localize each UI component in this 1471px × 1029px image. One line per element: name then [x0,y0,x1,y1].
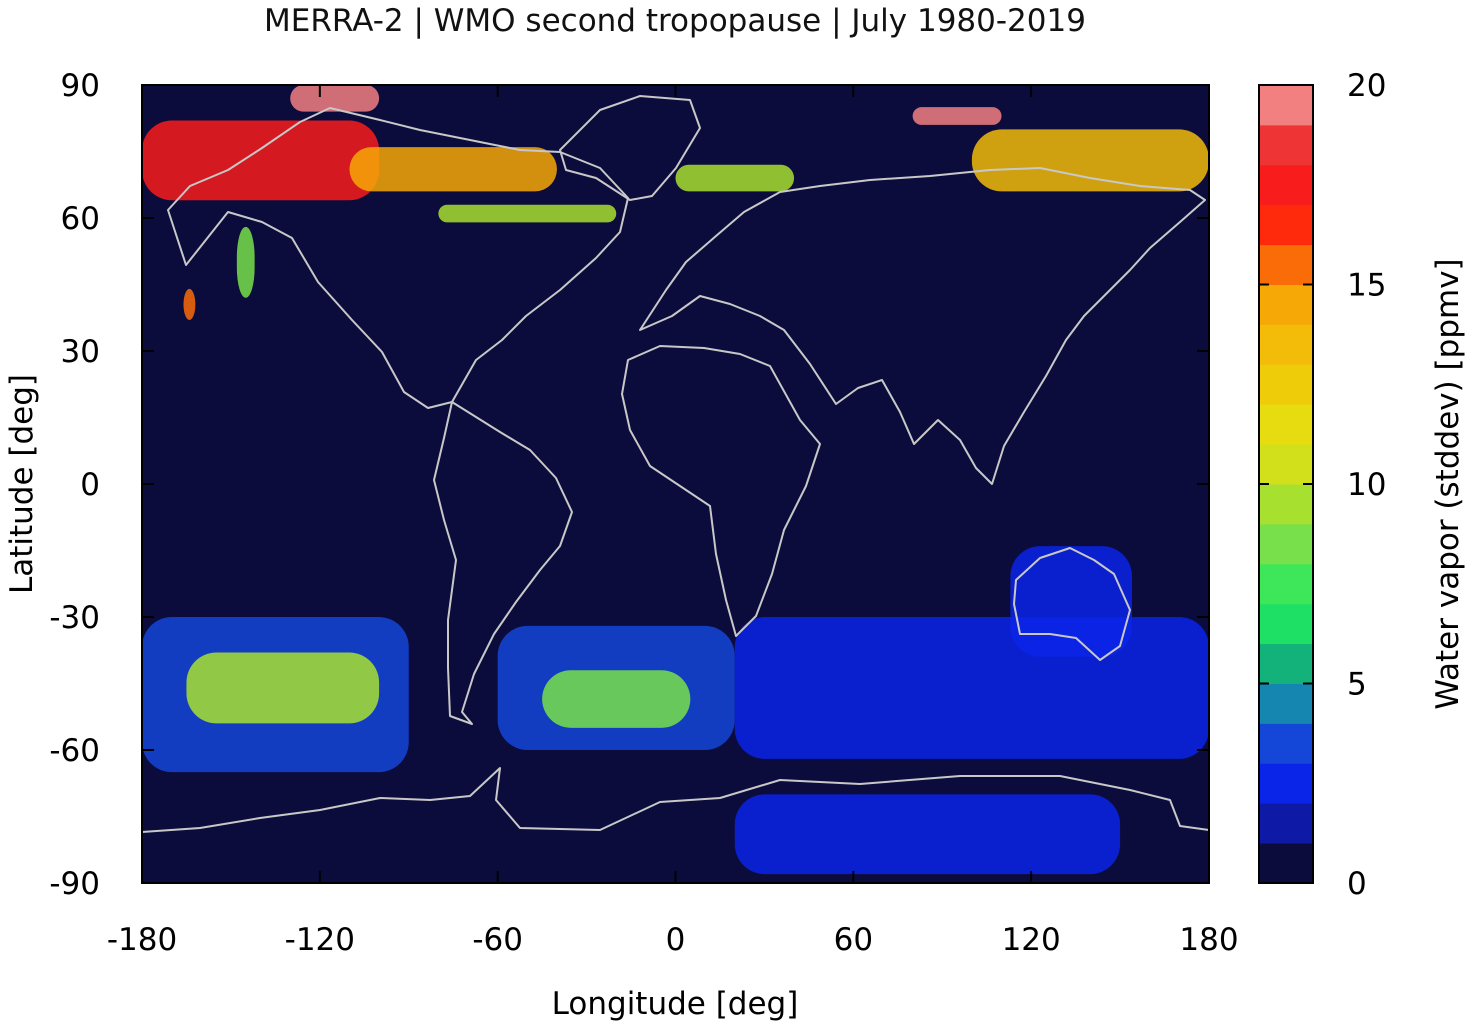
y-axis: 90 60 30 0 -30 -60 -90 [49,68,1209,902]
colorbar-tick-label: 10 [1347,467,1386,503]
x-axis-label: Longitude [deg] [552,986,799,1022]
colorbar-segment [1259,124,1313,166]
heatmap-region [675,164,795,192]
colorbar-ticks: 20 15 10 5 0 [1259,68,1386,902]
coastline-antarctica [142,767,1209,833]
x-tick-label: 60 [834,922,873,958]
x-tick-label: -60 [472,922,523,958]
colorbar-segment [1259,643,1313,684]
x-tick-label: -120 [285,922,355,958]
coastlines [142,95,1209,833]
chart-title: MERRA-2 | WMO second tropopause | July 1… [264,3,1086,39]
x-tick-label: 0 [666,922,686,958]
coastline-south-america [433,401,573,725]
heatmap-region [349,147,557,192]
heatmap-region [183,288,196,320]
colorbar-segment [1259,164,1313,206]
colorbar-tick-label: 15 [1347,268,1386,304]
y-tick-label: 90 [61,68,100,104]
colorbar-segment [1259,404,1313,445]
heatmap-regions [142,85,1209,875]
colorbar-segment [1259,683,1313,724]
heatmap-region [236,226,255,298]
colorbar-tick-label: 20 [1347,68,1386,104]
heatmap-region [142,120,380,201]
heatmap-region [542,670,691,728]
colorbar-segment [1259,803,1313,844]
colorbar-segment [1259,563,1313,605]
colorbar-segment [1259,244,1313,285]
colorbar-segment [1259,763,1313,804]
coastline-australia [1013,547,1131,661]
coastline-greenland [559,95,701,201]
heatmap-region [912,107,1002,125]
y-tick-label: -90 [49,866,100,902]
colorbar-segment [1259,204,1313,246]
colorbar-segment [1259,723,1313,764]
y-axis-label: Latitude [deg] [4,374,40,594]
colorbar-segment [1259,444,1313,485]
heatmap-region [1010,546,1132,657]
colorbar-segment [1259,284,1313,325]
colorbar-segment [1259,85,1313,126]
y-tick-label: -60 [49,733,100,769]
x-axis: -180 -120 -60 0 60 120 180 [107,85,1239,958]
y-tick-label: 30 [61,334,100,370]
heatmap-region [186,652,380,724]
colorbar-segment [1259,364,1313,405]
coastline-eurasia [639,167,1206,485]
colorbar-segment [1259,324,1313,365]
colorbar-segment [1259,484,1313,525]
y-tick-label: 60 [61,201,100,237]
colorbar-tick-label: 5 [1347,667,1367,703]
colorbar-segment [1259,523,1313,565]
heatmap-region [290,85,380,112]
colorbar [1259,85,1313,884]
plot-area [142,85,1209,883]
y-tick-label: -30 [49,600,100,636]
colorbar-label: Water vapor (stddev) [ppmv] [1430,258,1466,709]
x-tick-label: 180 [1179,922,1238,958]
heatmap-region [971,129,1209,192]
coastline-north-america [167,107,629,409]
x-tick-label: -180 [107,922,177,958]
coastline-africa [621,345,821,637]
colorbar-segment [1259,843,1313,884]
x-tick-label: 120 [1002,922,1061,958]
heatmap-region [734,794,1121,875]
heatmap-region [438,204,617,223]
colorbar-tick-label: 0 [1347,866,1367,902]
heatmap-region [734,617,1209,759]
y-tick-label: 0 [80,467,100,503]
colorbar-segment [1259,603,1313,645]
